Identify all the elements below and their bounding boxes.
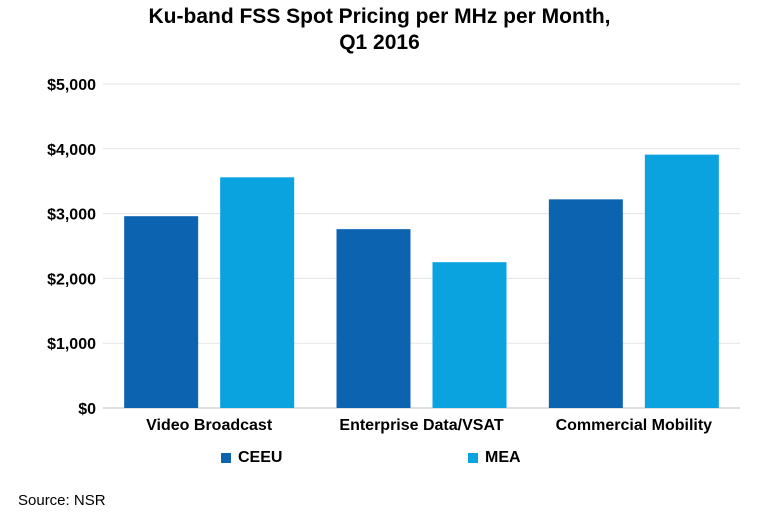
chart-title: Ku-band FSS Spot Pricing per MHz per Mon… (0, 4, 759, 56)
y-tick-label: $4,000 (47, 142, 96, 159)
bar-ceeu (336, 229, 411, 408)
chart-legend: CEEU MEA (0, 449, 759, 473)
x-tick-label: Commercial Mobility (556, 417, 713, 434)
legend-label-ceeu: CEEU (238, 449, 283, 466)
y-tick-label: $2,000 (47, 271, 96, 288)
y-tick-label: $3,000 (47, 207, 96, 224)
bar-ceeu (124, 216, 199, 408)
bar-mea (644, 154, 719, 408)
y-tick-label: $0 (78, 401, 96, 418)
y-tick-label: $1,000 (47, 336, 96, 353)
source-note: Source: NSR (18, 492, 106, 509)
bar-mea (432, 262, 507, 408)
chart-title-line-2: Q1 2016 (339, 31, 420, 54)
legend-label-mea: MEA (485, 449, 521, 466)
bar-mea (220, 177, 295, 408)
legend-item-ceeu: CEEU (221, 449, 282, 467)
x-tick-label: Video Broadcast (146, 417, 273, 434)
bar-ceeu (548, 199, 623, 408)
legend-item-mea: MEA (468, 449, 521, 467)
chart-title-line-1: Ku-band FSS Spot Pricing per MHz per Mon… (148, 5, 611, 28)
y-tick-label: $5,000 (47, 77, 96, 94)
x-tick-label: Enterprise Data/VSAT (339, 417, 503, 434)
legend-swatch-ceeu (221, 453, 231, 463)
legend-swatch-mea (468, 453, 478, 463)
